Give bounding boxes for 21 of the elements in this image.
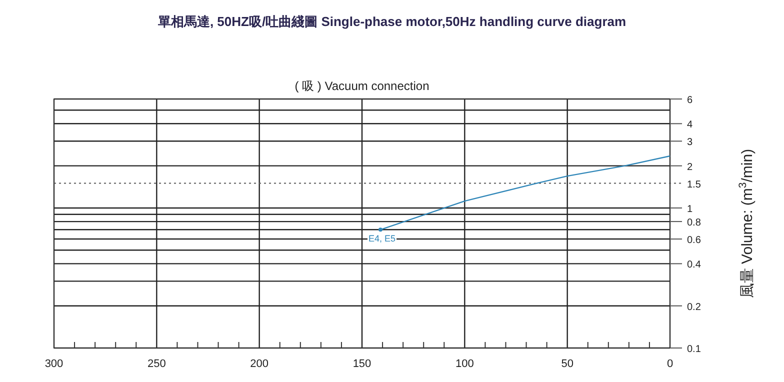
y-tick-label: 0.6 xyxy=(687,235,702,246)
chart-subtitle: ( 吸 ) Vacuum connection xyxy=(294,79,430,93)
x-tick-label: 200 xyxy=(250,358,269,370)
y-tick-label: 0.2 xyxy=(687,302,702,313)
y-tick-label: 0.4 xyxy=(687,260,702,271)
x-tick-label: 100 xyxy=(455,358,474,370)
chart-title: 單相馬達, 50HZ吸/吐曲綫圖 Single-phase motor,50Hz handling curve diagram xyxy=(156,14,626,29)
annotation: E4, E5 xyxy=(368,234,396,244)
y-tick-label: 0.8 xyxy=(687,218,702,229)
x-tick-label: 0 xyxy=(666,358,674,370)
y-tick-label: 4 xyxy=(687,120,693,131)
x-tick-label: 50 xyxy=(561,358,574,370)
y-tick-label: 3 xyxy=(687,137,693,148)
y-tick-label: 2 xyxy=(687,162,693,173)
ref-line-label: 1.5 xyxy=(687,179,702,190)
y-tick-label: 0.1 xyxy=(687,344,702,355)
x-tick-label: 250 xyxy=(147,358,166,370)
y-tick-label: 6 xyxy=(687,95,693,106)
x-tick-label: 150 xyxy=(352,358,372,370)
x-tick-label: 300 xyxy=(44,358,64,370)
y-tick-label: 1 xyxy=(687,204,693,215)
